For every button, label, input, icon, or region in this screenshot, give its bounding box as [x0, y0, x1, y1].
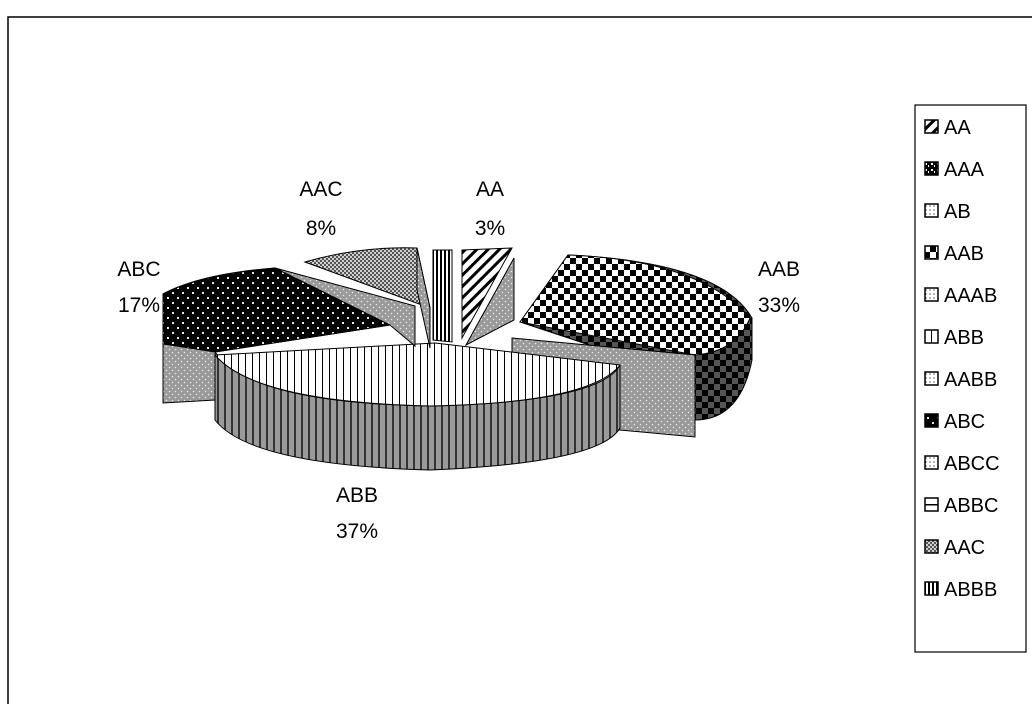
- legend-label-abbb: ABBB: [944, 579, 997, 601]
- legend-label-abc: ABC: [944, 411, 985, 433]
- legend-swatch-abcc: [924, 455, 939, 470]
- data-label-abb-percent: 37%: [336, 520, 378, 543]
- slice-aac: [303, 247, 431, 349]
- legend-entry-aaab: AAAB: [924, 285, 997, 307]
- legend-entry-aa: AA: [924, 117, 971, 139]
- legend-entry-aabb: AABB: [924, 369, 997, 391]
- legend-swatch-aaa: [924, 161, 939, 176]
- legend-label-abb: ABB: [944, 327, 984, 349]
- legend-entry-abcc: ABCC: [924, 453, 1000, 475]
- legend-entry-aab: AAB: [924, 243, 984, 265]
- legend-entry-abbb: ABBB: [924, 579, 997, 601]
- legend-entry-abb: ABB: [924, 327, 984, 349]
- slice-abb: [213, 342, 621, 471]
- data-label-aac-percent: 8%: [306, 217, 336, 240]
- legend-label-aaa: AAA: [944, 159, 985, 181]
- legend-label-aaab: AAAB: [944, 285, 997, 307]
- legend-swatch-aabb: [924, 371, 939, 386]
- pie-group: [162, 247, 753, 471]
- data-label-abc-category: ABC: [117, 258, 160, 281]
- data-label-aa-percent: 3%: [475, 217, 505, 240]
- legend-entry-ab: AB: [924, 201, 971, 223]
- data-label-aab-category: AAB: [758, 258, 800, 281]
- legend-label-abbc: ABBC: [944, 495, 998, 517]
- legend-swatch-aac: [924, 539, 939, 554]
- data-label-aac-category: AAC: [299, 178, 342, 201]
- data-label-abb-category: ABB: [336, 484, 378, 507]
- legend-swatch-abbb: [924, 581, 939, 596]
- slice-abc: [162, 267, 416, 404]
- data-labels: AA 3% AAB 33% ABB 37% ABC 17% AAC 8%: [117, 178, 800, 543]
- data-label-aa-category: AA: [476, 178, 504, 201]
- legend-entry-aac: AAC: [924, 537, 985, 559]
- slice-abbb: [432, 249, 453, 343]
- legend-label-aac: AAC: [944, 537, 985, 559]
- legend-swatch-abc: [924, 413, 939, 428]
- legend-label-ab: AB: [944, 201, 971, 223]
- legend-entry-abbc: ABBC: [924, 495, 998, 517]
- legend-label-aab: AAB: [944, 243, 984, 265]
- legend-label-aa: AA: [944, 117, 971, 139]
- legend-swatch-aab: [924, 245, 939, 260]
- legend-swatch-ab: [924, 203, 939, 218]
- data-label-aab-percent: 33%: [758, 294, 800, 317]
- data-label-abc-percent: 17%: [118, 294, 160, 317]
- legend-swatch-abbc: [924, 497, 939, 512]
- legend-entry-abc: ABC: [924, 411, 985, 433]
- legend-swatch-aa: [924, 119, 939, 134]
- legend-entry-aaa: AAA: [924, 159, 985, 181]
- legend-label-abcc: ABCC: [944, 453, 1000, 475]
- legend-swatch-aaab: [924, 287, 939, 302]
- slice-aa: [461, 247, 515, 347]
- legend-swatch-abb: [924, 329, 939, 344]
- legend-label-aabb: AABB: [944, 369, 997, 391]
